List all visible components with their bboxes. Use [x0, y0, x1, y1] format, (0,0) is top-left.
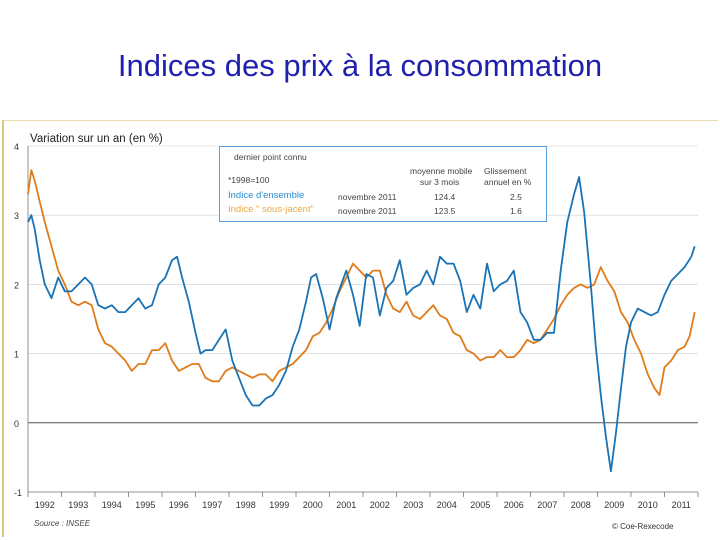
page-title: Indices des prix à la consommation [117, 48, 603, 83]
series-line-ensemble [27, 176, 696, 473]
y-tick-label: 1 [14, 350, 19, 360]
chart-title: Variation sur un an (en %) [30, 133, 163, 145]
legend-slip-sous-jacent: 1.6 [510, 206, 522, 216]
y-tick-label: 2 [14, 280, 19, 290]
legend-avg-sous-jacent: 123.5 [434, 206, 456, 216]
y-tick-label: 3 [14, 211, 19, 221]
x-tick-label: 2007 [537, 500, 557, 510]
legend-series-ensemble: Indice d'ensemble [228, 190, 305, 201]
x-tick-label: 2009 [604, 500, 624, 510]
x-tick-label: 1992 [35, 500, 55, 510]
x-tick-label: 1996 [169, 500, 189, 510]
legend-base: *1998=100 [228, 175, 270, 185]
y-tick-label: -1 [14, 488, 22, 498]
x-tick-label: 1997 [202, 500, 222, 510]
x-tick-label: 1994 [102, 500, 122, 510]
source-label: Source : INSEE [34, 519, 91, 528]
legend-series-sous-jacent: Indice " sous-jacent" [228, 204, 314, 215]
x-tick-label: 1998 [236, 500, 256, 510]
legend-date-sous-jacent: novembre 2011 [338, 206, 397, 216]
x-tick-label: 2000 [303, 500, 323, 510]
x-tick-label: 2006 [504, 500, 524, 510]
legend-date-ensemble: novembre 2011 [338, 192, 397, 202]
copyright-label: © Coe-Rexecode [612, 522, 674, 531]
legend-col-avg: moyenne mobile [410, 166, 473, 176]
legend-header-last-point: dernier point connu [234, 152, 307, 162]
x-tick-label: 1999 [269, 500, 289, 510]
x-tick-label: 2010 [638, 500, 658, 510]
x-tick-label: 2008 [571, 500, 591, 510]
x-tick-label: 2001 [336, 500, 356, 510]
legend-col-slip-2: annuel en % [484, 177, 532, 187]
chart-series [27, 169, 696, 473]
x-tick-label: 2005 [470, 500, 490, 510]
x-tick-label: 1993 [68, 500, 88, 510]
legend-col-avg-2: sur 3 mois [420, 177, 460, 187]
x-tick-label: 1995 [135, 500, 155, 510]
legend-avg-ensemble: 124.4 [434, 192, 456, 202]
legend-col-slip: Glissement [484, 166, 527, 176]
legend-slip-ensemble: 2.5 [510, 192, 522, 202]
x-tick-label: 2004 [437, 500, 457, 510]
x-tick-label: 2003 [403, 500, 423, 510]
x-tick-label: 2011 [672, 500, 691, 510]
chart-legend: dernier point connu moyenne mobile Gliss… [219, 146, 547, 222]
y-tick-label: 4 [14, 142, 19, 152]
chart-frame [2, 120, 718, 537]
y-axis-ticks: 4 3 2 1 0 -1 [14, 142, 22, 498]
x-axis-ticks: 1992 1993 1994 1995 1996 1997 1998 1999 2000 2001… [27, 492, 699, 510]
series-line-sous-jacent [27, 169, 696, 396]
y-tick-label: 0 [14, 419, 19, 429]
x-tick-label: 2002 [370, 500, 390, 510]
